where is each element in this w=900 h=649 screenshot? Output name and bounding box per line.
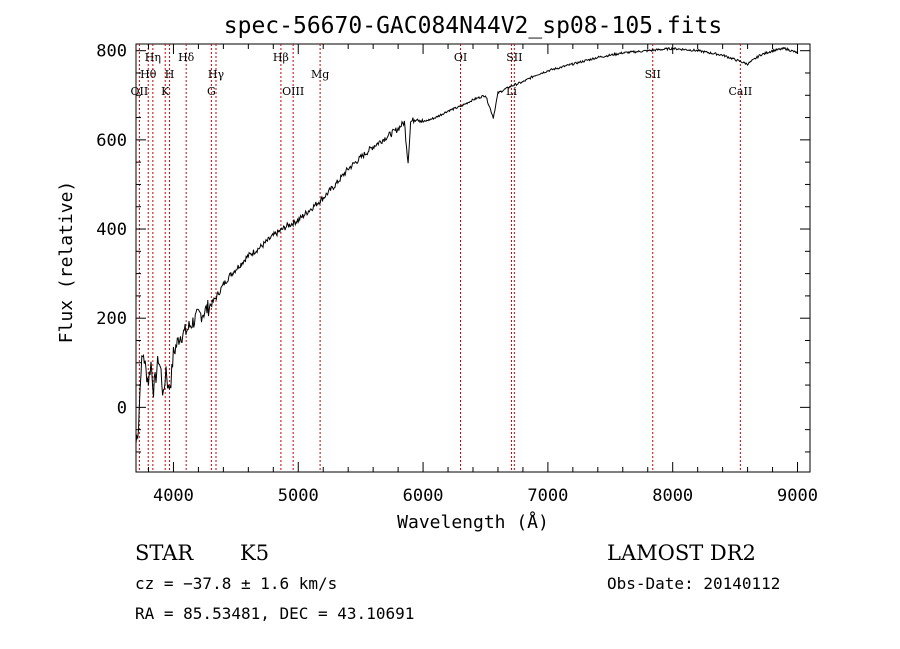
plot-frame (135, 43, 811, 473)
line-marker-label: G (207, 85, 216, 98)
y-tick-label: 200 (96, 309, 127, 329)
line-marker-label: SII (645, 68, 661, 81)
x-axis-ticks: 4000 5000 6000 7000 8000 9000 (147, 44, 818, 506)
line-marker-label: K (161, 85, 170, 98)
line-marker-label: Hη (145, 51, 161, 64)
spectral-subclass: K5 (240, 541, 269, 565)
spectrum-line (135, 46, 798, 444)
line-marker-label: SII (506, 51, 522, 64)
line-marker-label: Hθ (140, 68, 157, 81)
object-class: STAR (135, 541, 194, 565)
x-tick-label: 4000 (153, 486, 194, 506)
x-tick-label: 8000 (652, 486, 693, 506)
survey-name: LAMOST DR2 (607, 541, 756, 565)
y-tick-label: 800 (96, 42, 127, 62)
line-marker-label: OII (131, 85, 149, 98)
y-axis-ticks: 0 200 400 600 800 (96, 42, 810, 453)
chart-title: spec-56670-GAC084N44V2_sp08-105.fits (224, 13, 723, 39)
line-marker-label: Hδ (178, 51, 195, 64)
y-tick-label: 600 (96, 131, 127, 151)
line-marker-label: H (165, 68, 175, 81)
x-tick-label: 9000 (777, 486, 818, 506)
x-axis-label: Wavelength (Å) (397, 511, 549, 533)
ra-dec-coords: RA = 85.53481, DEC = 43.10691 (135, 604, 414, 623)
obs-date: Obs-Date: 20140112 (607, 574, 780, 593)
x-tick-label: 5000 (278, 486, 319, 506)
line-marker-label: Li (506, 85, 517, 98)
line-marker-label: Hβ (273, 51, 289, 64)
line-marker-label: Hγ (208, 68, 225, 81)
x-tick-label: 7000 (527, 486, 568, 506)
y-tick-label: 400 (96, 220, 127, 240)
line-marker-label: Mg (311, 68, 329, 81)
x-tick-label: 6000 (403, 486, 444, 506)
redshift-cz: cz = −37.8 ± 1.6 km/s (135, 574, 337, 593)
line-marker-label: OIII (282, 85, 304, 98)
y-axis-label: Flux (relative) (56, 181, 77, 344)
line-marker-label: CaII (729, 85, 753, 98)
line-marker-label: OI (454, 51, 467, 64)
y-tick-label: 0 (117, 398, 127, 418)
line-markers (138, 44, 741, 472)
